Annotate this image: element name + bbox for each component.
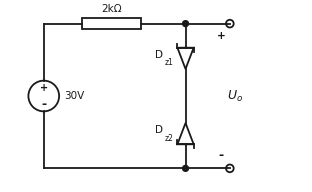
Text: -: - [218, 149, 223, 162]
Text: z2: z2 [165, 134, 174, 143]
Text: z1: z1 [165, 58, 174, 67]
Text: $U_o$: $U_o$ [227, 89, 243, 103]
Circle shape [183, 21, 188, 26]
Text: D: D [154, 125, 163, 135]
Text: D: D [154, 50, 163, 60]
Bar [82, 18, 141, 29]
Text: +: + [40, 83, 48, 93]
Circle shape [183, 166, 188, 171]
Text: 2kΩ: 2kΩ [101, 4, 122, 14]
Text: 30V: 30V [65, 91, 85, 101]
Text: +: + [217, 31, 225, 41]
Text: -: - [41, 98, 46, 111]
